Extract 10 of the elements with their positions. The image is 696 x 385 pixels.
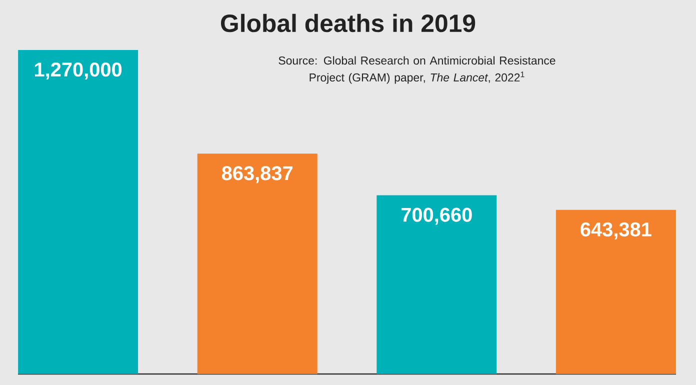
bar bbox=[18, 50, 138, 374]
data-label: 700,660 bbox=[402, 208, 472, 225]
bar bbox=[376, 195, 497, 374]
bar bbox=[556, 210, 676, 374]
data-label: 863,837 bbox=[222, 166, 292, 184]
bar bbox=[197, 154, 318, 374]
data-label: 643,381 bbox=[580, 222, 652, 240]
text: Source: Global Research on Antimicrobial Resistance Project (GRAM) paper, The Lancet, 2022$^{1}$ bbox=[278, 56, 556, 84]
chart-title: Global deaths in 2019 bbox=[220, 14, 476, 32]
data-label: 1,270,000 bbox=[34, 62, 122, 80]
